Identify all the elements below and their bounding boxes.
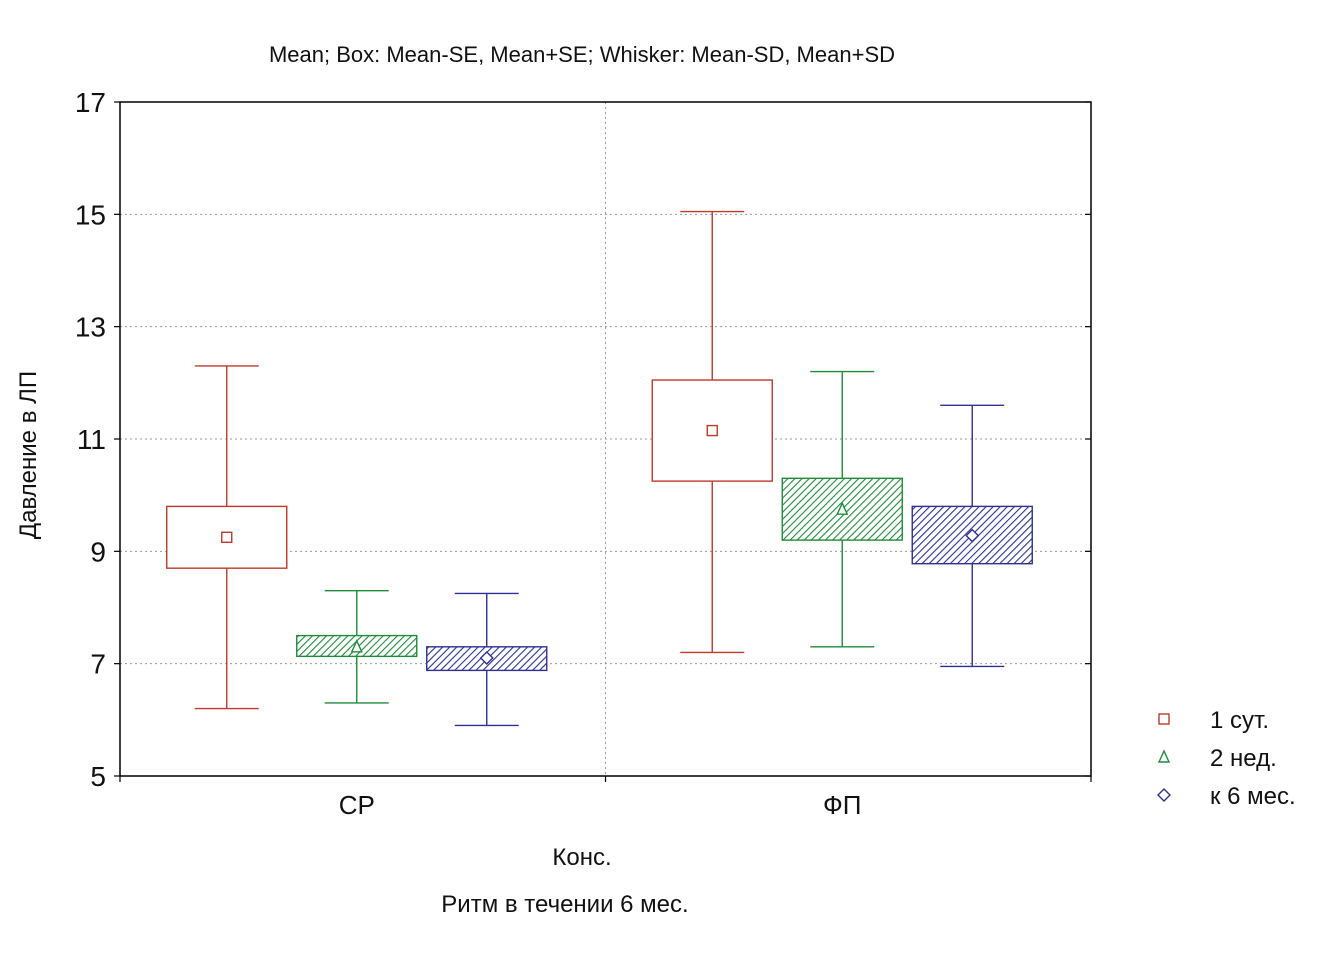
legend: 1 сут. 2 нед. к 6 мес. <box>1157 707 1296 810</box>
y-tick-label: 11 <box>77 424 106 455</box>
x-axis-label-line-2: Ритм в течении 6 мес. <box>441 891 688 918</box>
grid-lines <box>120 102 1091 776</box>
y-tick-label: 15 <box>75 199 106 230</box>
x-axis: СР ФП <box>119 776 1092 820</box>
box-group <box>781 370 903 648</box>
mean-marker <box>706 424 718 437</box>
box-series <box>166 210 1033 727</box>
box-group <box>911 404 1033 668</box>
x-axis-label-line-1: Конс. <box>552 844 611 871</box>
mean-marker <box>836 501 849 515</box>
x-tick-label: ФП <box>823 790 861 820</box>
box-group <box>651 210 773 654</box>
legend-marker <box>1158 713 1170 725</box>
legend-label: 1 сут. <box>1210 707 1269 734</box>
y-tick-label: 5 <box>90 761 106 792</box>
box-group <box>166 365 288 710</box>
mean-marker <box>965 528 980 543</box>
y-axis: 5 7 9 11 13 15 17 <box>75 87 1091 792</box>
legend-label: к 6 мес. <box>1210 783 1296 810</box>
y-tick-label: 7 <box>90 649 106 680</box>
legend-label: 2 нед. <box>1210 745 1277 772</box>
mean-marker <box>479 651 494 666</box>
legend-marker <box>1157 749 1171 763</box>
chart-title: Mean; Box: Mean-SE, Mean+SE; Whisker: Me… <box>269 42 895 67</box>
box-group <box>296 589 418 704</box>
y-tick-label: 13 <box>75 312 106 343</box>
mean-marker <box>350 639 363 653</box>
box-group <box>426 592 548 727</box>
y-axis-label: Давление в ЛП <box>15 371 42 539</box>
y-tick-label: 17 <box>75 87 106 118</box>
y-tick-label: 9 <box>90 536 106 567</box>
x-tick-label: СР <box>339 790 375 820</box>
mean-marker <box>221 531 233 543</box>
legend-marker <box>1157 788 1171 802</box>
